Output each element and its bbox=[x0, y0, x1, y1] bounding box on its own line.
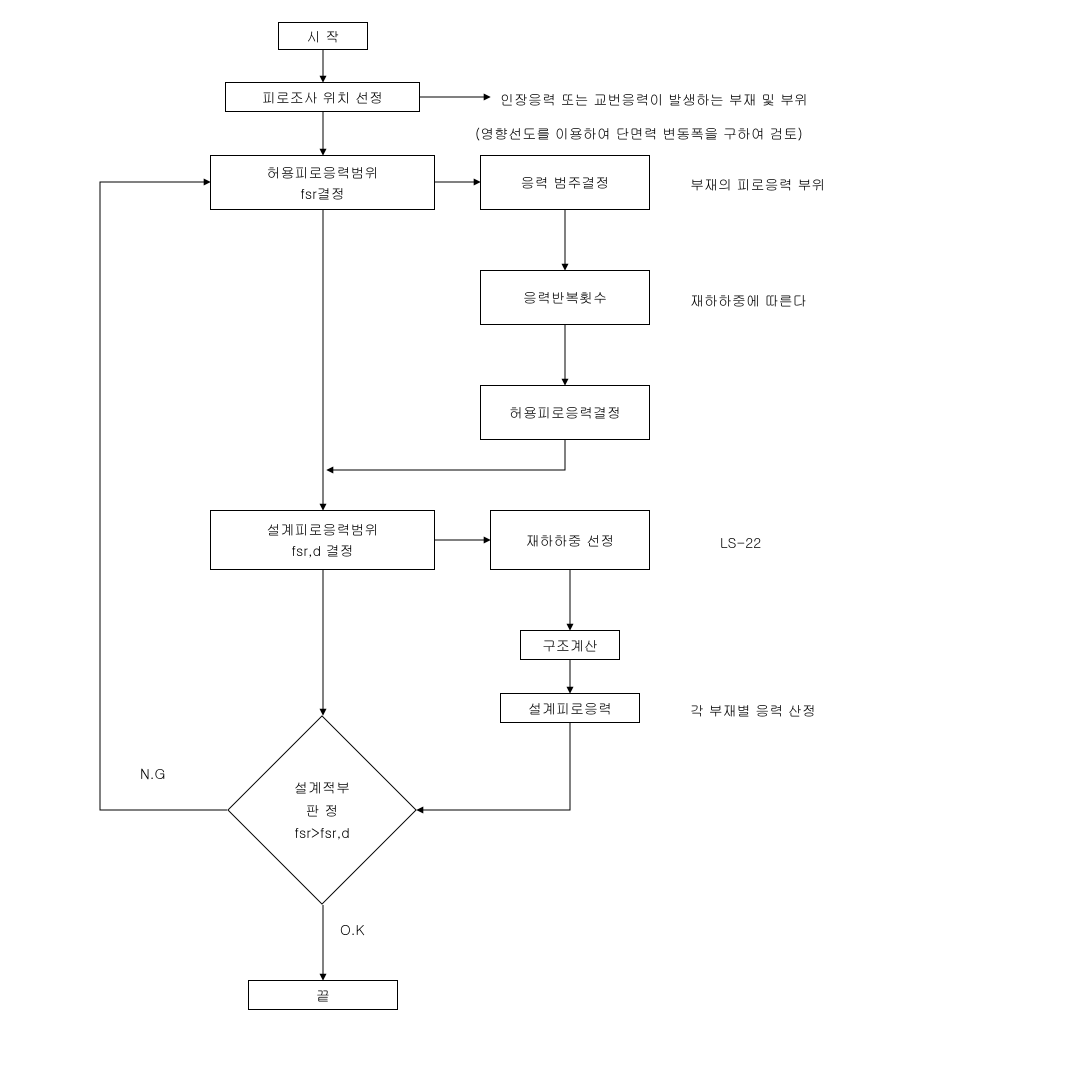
stress-repeat-label: 응력반복횟수 bbox=[523, 287, 607, 308]
fsr-label-1: 허용피로응력범위 bbox=[267, 162, 379, 183]
start-node: 시 작 bbox=[278, 22, 368, 50]
annotation-2: 부재의 피로응력 부위 bbox=[690, 173, 825, 195]
select-location-node: 피로조사 위치 선정 bbox=[225, 82, 420, 112]
allow-stress-det-label: 허용피로응력결정 bbox=[509, 402, 621, 423]
stress-category-label: 응력 범주결정 bbox=[521, 172, 610, 193]
end-label: 끝 bbox=[316, 985, 330, 1006]
load-select-node: 재하하중 선정 bbox=[490, 510, 650, 570]
design-stress-label: 설계피로응력 bbox=[528, 698, 612, 719]
edge-allow-to-merge bbox=[327, 440, 565, 470]
fsrd-label-2: fsr,d 결정 bbox=[291, 540, 354, 561]
calc-label: 구조계산 bbox=[542, 635, 598, 656]
calc-node: 구조계산 bbox=[520, 630, 620, 660]
end-node: 끝 bbox=[248, 980, 398, 1010]
edge-ng-loop bbox=[100, 182, 227, 810]
edge-design-to-diamond bbox=[417, 723, 570, 810]
allow-stress-det-node: 허용피로응력결정 bbox=[480, 385, 650, 440]
fsrd-node: 설계피로응력범위 fsr,d 결정 bbox=[210, 510, 435, 570]
annotation-1-line-1: 인장응력 또는 교번응력이 발생하는 부재 및 부위 bbox=[500, 88, 808, 110]
stress-category-node: 응력 범주결정 bbox=[480, 155, 650, 210]
decision-diamond bbox=[227, 715, 417, 905]
ng-label: N.G bbox=[140, 762, 165, 784]
ok-label: O.K bbox=[340, 918, 364, 940]
annotation-1-line-2: (영향선도를 이용하여 단면력 변동폭을 구하여 검토) bbox=[475, 122, 803, 144]
fsr-node: 허용피로응력범위 fsr결정 bbox=[210, 155, 435, 210]
annotation-4: LS-22 bbox=[720, 531, 761, 553]
annotation-5: 각 부재별 응력 산정 bbox=[690, 699, 816, 721]
design-stress-node: 설계피로응력 bbox=[500, 693, 640, 723]
stress-repeat-node: 응력반복횟수 bbox=[480, 270, 650, 325]
fsrd-label-1: 설계피로응력범위 bbox=[267, 519, 379, 540]
annotation-3: 재하하중에 따른다 bbox=[690, 289, 807, 311]
fsr-label-2: fsr결정 bbox=[300, 183, 345, 204]
select-location-label: 피로조사 위치 선정 bbox=[262, 87, 383, 108]
load-select-label: 재하하중 선정 bbox=[526, 530, 615, 551]
start-label: 시 작 bbox=[307, 26, 340, 47]
